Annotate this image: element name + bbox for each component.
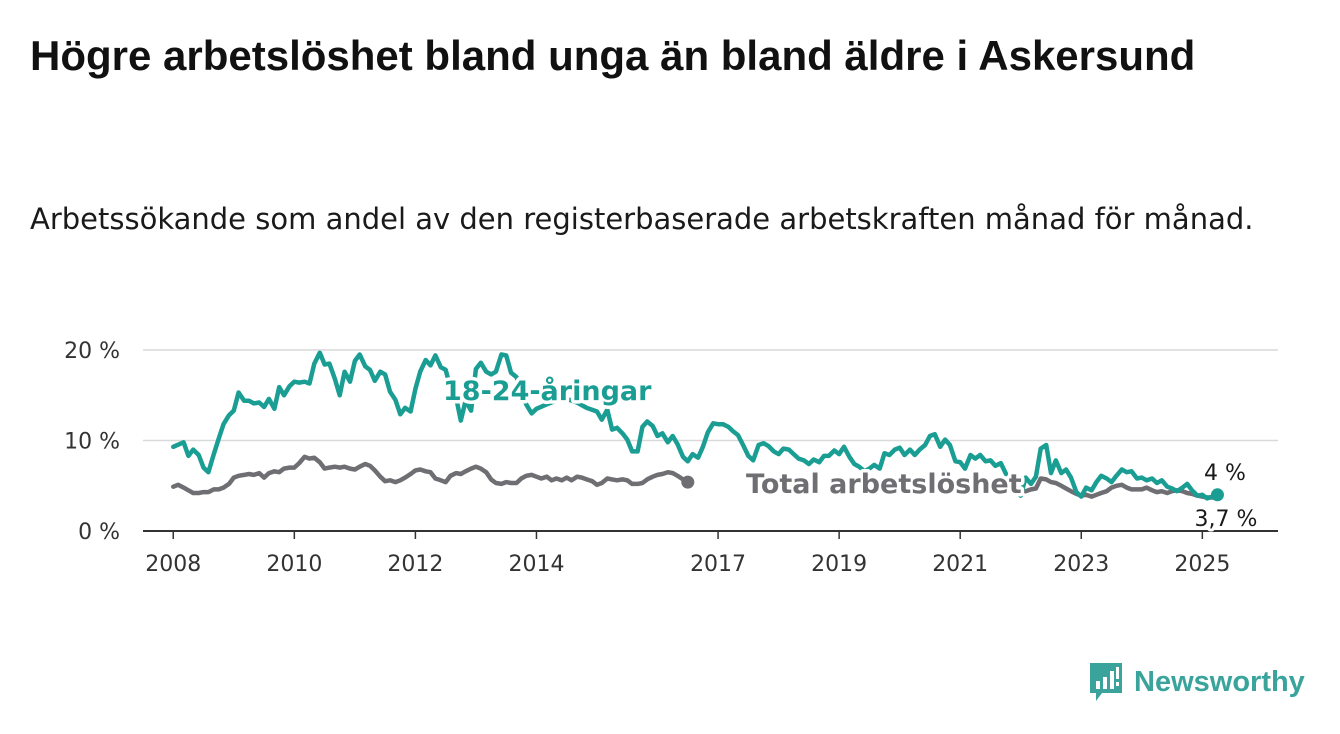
- series-label-total: Total arbetslöshet: [746, 469, 1022, 500]
- x-tick-label: 2025: [1174, 552, 1230, 577]
- newsworthy-logo-icon: [1090, 663, 1122, 701]
- x-tick-label: 2021: [932, 552, 988, 577]
- series-line-youth: [171, 350, 1220, 501]
- series-label-youth-halo: 18-24-åringar: [443, 375, 652, 407]
- x-tick-label: 2012: [387, 552, 443, 577]
- series-label-total-halo: Total arbetslöshet: [746, 469, 1022, 500]
- x-tick-label: 2008: [145, 552, 201, 577]
- end-marker-total: [681, 475, 695, 489]
- chart-title: Högre arbetslöshet bland unga än bland ä…: [30, 32, 1196, 79]
- end-label-youth-halo: 4 %: [1204, 461, 1246, 486]
- end-label-total: 3,7 %: [1195, 507, 1258, 532]
- chart-subtitle: Arbetssökande som andel av den registerb…: [30, 202, 1254, 236]
- x-tick-label: 2014: [508, 552, 564, 577]
- end-label-youth: 4 %: [1204, 461, 1246, 486]
- x-tick-label: 2023: [1053, 552, 1109, 577]
- series-line-total: [1013, 476, 1220, 500]
- y-tick-label: 10 %: [64, 430, 120, 455]
- series-line-total: [171, 454, 691, 496]
- end-marker-youth: [1210, 488, 1224, 502]
- brand-name: Newsworthy: [1134, 665, 1305, 698]
- brand-logo: Newsworthy: [1088, 660, 1305, 704]
- x-tick-label: 2010: [266, 552, 322, 577]
- y-tick-label: 20 %: [64, 339, 120, 364]
- series-label-youth: 18-24-åringar: [443, 375, 652, 407]
- y-tick-label: 0 %: [78, 520, 120, 545]
- x-tick-label: 2017: [690, 552, 746, 577]
- end-label-total-halo: 3,7 %: [1195, 507, 1258, 532]
- x-tick-label: 2019: [811, 552, 867, 577]
